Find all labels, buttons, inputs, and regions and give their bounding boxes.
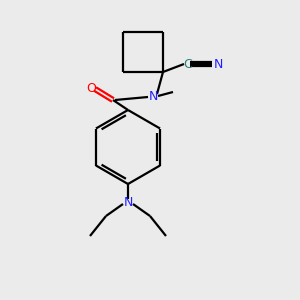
Text: O: O	[86, 82, 96, 95]
Text: N: N	[213, 58, 223, 70]
Text: N: N	[148, 91, 158, 103]
Text: C: C	[184, 58, 192, 70]
Text: N: N	[123, 196, 133, 208]
